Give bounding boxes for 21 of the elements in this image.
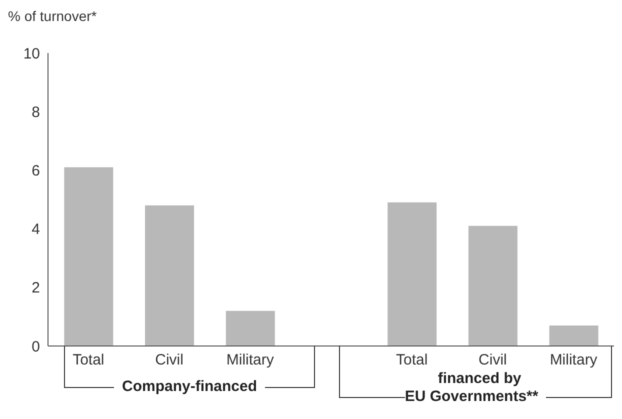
y-tick-label: 10: [23, 45, 40, 62]
text: financed by EU Governments**: [404, 370, 546, 405]
y-tick-label: 4: [32, 221, 40, 238]
y-tick-label: 2: [32, 280, 40, 297]
text: Company-financed: [114, 378, 265, 395]
x-tick-label: Total: [72, 352, 104, 369]
y-tick-label: 0: [32, 338, 40, 356]
bar: [145, 205, 194, 346]
y-tick-label: 8: [32, 104, 40, 121]
y-axis-title: % of turnover*: [8, 8, 97, 24]
x-tick-label: Civil: [478, 352, 507, 369]
y-tick-label: 6: [32, 162, 40, 180]
bar: [64, 167, 114, 346]
bar: [226, 310, 275, 346]
x-tick-label: Military: [226, 352, 274, 369]
bar: [549, 325, 598, 346]
x-tick-label: Military: [550, 352, 598, 369]
bar: [468, 226, 518, 346]
x-tick-label: Total: [396, 352, 428, 369]
bar: [388, 202, 437, 346]
x-tick-label: Civil: [155, 352, 184, 369]
